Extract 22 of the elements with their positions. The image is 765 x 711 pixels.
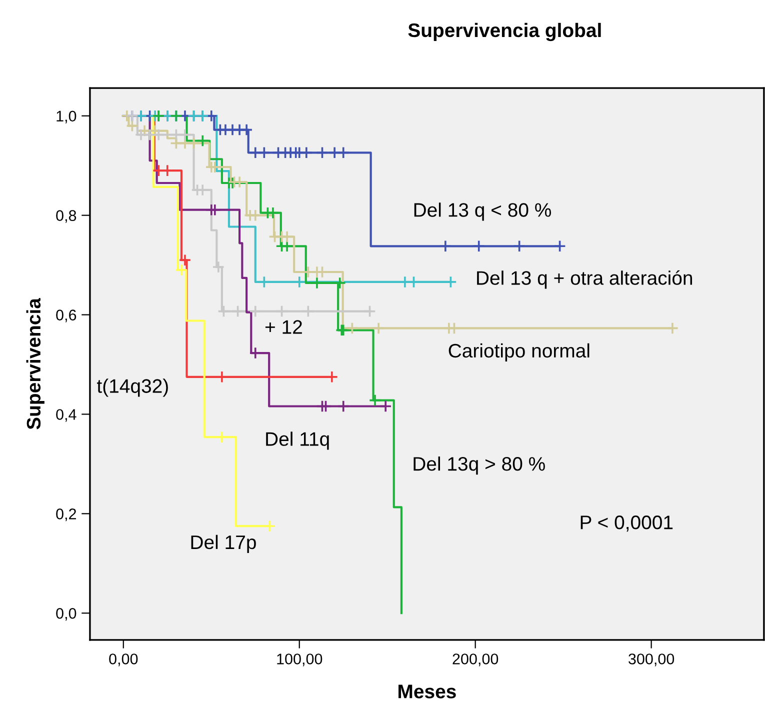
- annotation: Cariotipo normal: [448, 343, 590, 362]
- x-tick-label: 300,00: [628, 654, 674, 666]
- y-tick-label: 1,0: [56, 110, 76, 124]
- x-tick-label: 200,00: [452, 654, 498, 666]
- annotation: Del 11q: [266, 432, 329, 450]
- annotation: t(14q32): [97, 378, 168, 397]
- x-tick-label: 100,00: [277, 654, 322, 666]
- y-tick-label: 0,8: [56, 210, 76, 223]
- y-tick-label: 0,4: [56, 409, 76, 422]
- y-axis-title: Supervivencia: [26, 298, 44, 430]
- chart-title: Supervivencia global: [408, 22, 601, 42]
- annotation: Del 13 q + otra alteración: [477, 270, 692, 289]
- annotation: Del 17p: [191, 534, 256, 553]
- annotation: Del 13q > 80 %: [414, 456, 545, 475]
- annotation: P < 0,0001: [580, 516, 673, 532]
- y-tick-label: 0,6: [56, 310, 76, 322]
- x-axis-title: Meses: [398, 684, 456, 698]
- y-tick-label: 0,0: [56, 608, 76, 621]
- y-tick-label: 0,2: [56, 508, 76, 522]
- annotation: Del 13 q < 80 %: [414, 202, 552, 221]
- annotation: + 12: [265, 320, 302, 334]
- x-tick-label: 0,00: [109, 654, 138, 666]
